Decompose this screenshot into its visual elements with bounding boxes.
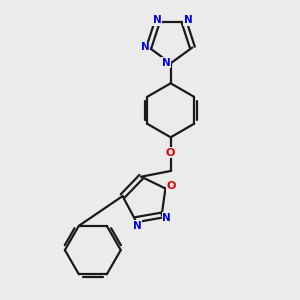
Text: N: N	[141, 43, 149, 52]
Text: N: N	[162, 213, 171, 223]
Text: N: N	[161, 58, 170, 68]
Text: N: N	[184, 15, 192, 25]
Text: N: N	[153, 15, 162, 25]
Text: O: O	[167, 181, 176, 191]
Text: N: N	[133, 220, 142, 230]
Text: O: O	[166, 148, 175, 158]
